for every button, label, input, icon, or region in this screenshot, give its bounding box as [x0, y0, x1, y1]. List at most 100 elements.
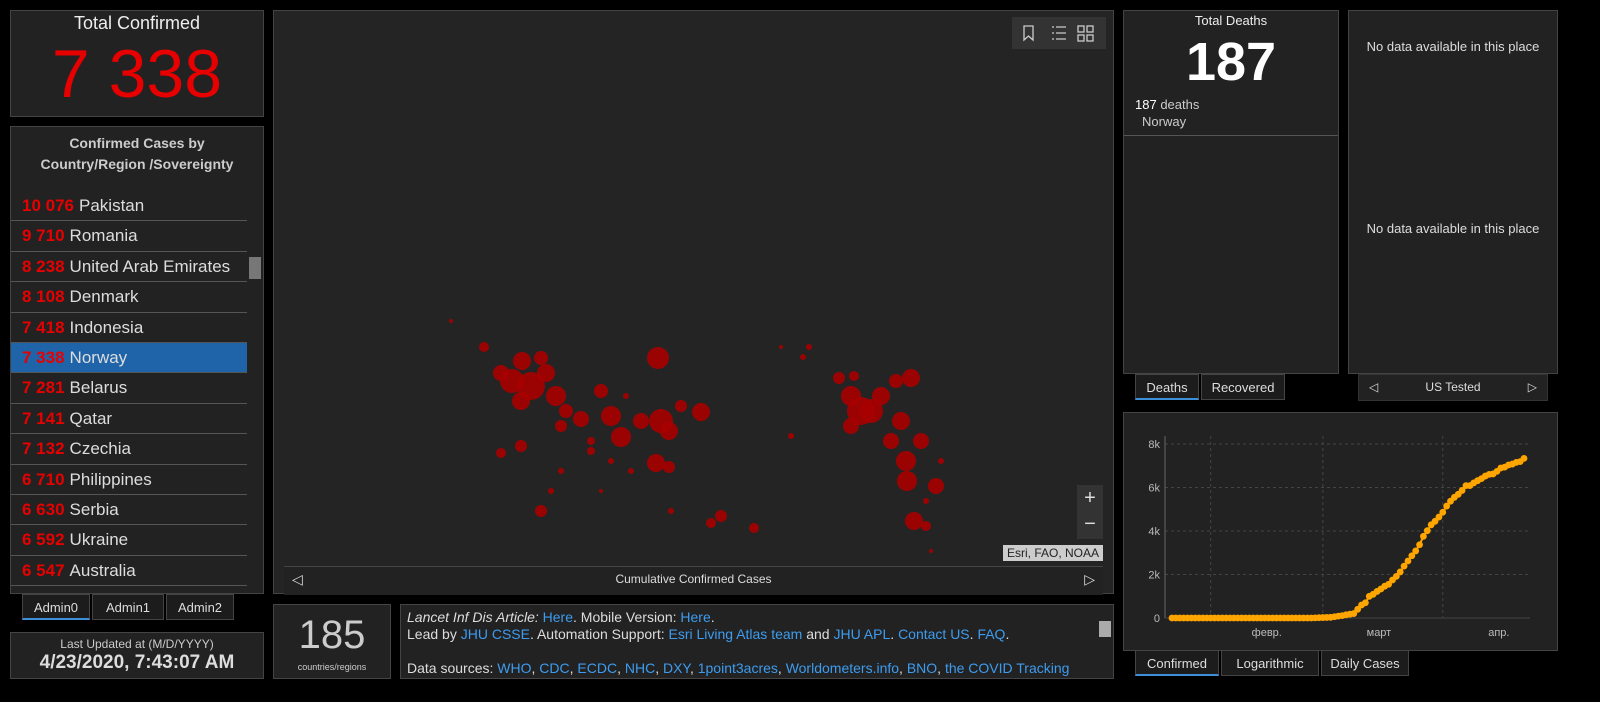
country-row[interactable]: 6 547 Australia [11, 556, 247, 587]
map[interactable] [274, 11, 1114, 594]
country-row[interactable]: 7 418 Indonesia [11, 313, 247, 343]
info-line: Data sources: WHO, CDC, ECDC, NHC, DXY, … [407, 660, 1093, 677]
link[interactable]: JHU CSSE [460, 626, 530, 642]
link[interactable]: ECDC [577, 660, 618, 676]
next-arrow[interactable]: ▷ [1084, 571, 1095, 587]
next-arrow[interactable]: ▷ [1527, 380, 1537, 394]
no-data-message: No data available in this place [1366, 221, 1540, 236]
divider [1124, 135, 1338, 136]
row-name: Ukraine [69, 530, 129, 550]
info-text: and [802, 626, 834, 642]
country-row[interactable]: 7 132 Czechia [11, 434, 247, 465]
info-text: Lead by [407, 626, 461, 642]
list-title: Confirmed Cases by Country/Region /Sover… [40, 135, 234, 172]
country-row[interactable]: 7 141 Qatar [11, 404, 247, 435]
row-count: 7 281 [22, 378, 65, 398]
map-caption: Cumulative Confirmed Cases [615, 572, 772, 586]
link[interactable]: DXY [662, 660, 690, 676]
info-text: . Automation Support: [529, 626, 669, 642]
country-row[interactable]: 8 238 United Arab Emirates [11, 252, 247, 283]
tab[interactable]: Deaths [1135, 374, 1199, 400]
y-tick-label: 8k [1148, 439, 1160, 451]
y-tick-label: 4k [1148, 526, 1160, 538]
scrollbar[interactable] [249, 257, 261, 279]
updated-label: Last Updated at (M/D/YYYY) [60, 637, 214, 651]
country-list-panel: Confirmed Cases by Country/Region /Sover… [10, 126, 264, 594]
link[interactable]: Worldometers.info [785, 660, 900, 676]
map-panel: + − Esri, FAO, NOAA ◁ Cumulative Confirme… [273, 10, 1114, 595]
scrollbar[interactable] [1099, 621, 1111, 637]
row-count: 8 238 [22, 256, 65, 276]
info-text: Lancet Inf Dis [407, 609, 493, 625]
row-count: 7 141 [22, 408, 65, 428]
detail-value: 187 [1135, 97, 1157, 112]
data-point [1435, 513, 1443, 521]
row-name: Indonesia [69, 317, 144, 337]
country-row[interactable]: 7 338 Norway [11, 342, 247, 374]
zoom-controls[interactable]: + − [1077, 485, 1103, 539]
country-row[interactable]: 6 592 Ukraine [11, 525, 247, 556]
y-tick-label: 0 [1154, 613, 1160, 625]
link[interactable]: BNO [906, 660, 938, 676]
info-text: Lancet Inf Dis Article: Here. Mobile Ver… [407, 609, 1093, 677]
toolbar-icons[interactable] [1012, 17, 1106, 49]
row-name: Qatar [69, 408, 113, 428]
link[interactable]: JHU APL [833, 626, 891, 642]
link[interactable]: Esri Living Atlas team [668, 626, 803, 642]
tab[interactable]: Logarithmic [1221, 650, 1319, 676]
info-panel: Lancet Inf Dis Article: Here. Mobile Ver… [400, 604, 1114, 679]
x-tick-label: февр. [1252, 627, 1282, 639]
tab[interactable]: Recovered [1201, 374, 1285, 400]
info-text: , [899, 660, 907, 676]
detail-unit: deaths [1160, 97, 1200, 112]
tested-nav-label: US Tested [1425, 380, 1481, 394]
info-text: , [655, 660, 663, 676]
country-row[interactable]: 9 710 Romania [11, 221, 247, 252]
updated-value: 4/23/2020, 7:43:07 AM [39, 652, 235, 673]
tab[interactable]: Admin2 [166, 594, 234, 620]
link[interactable]: 1point3acres [697, 660, 778, 676]
row-name: Norway [69, 347, 128, 367]
link[interactable]: Here [542, 609, 574, 625]
chart-panel: 0 2k 4k 6k 8k февр. март апр. [1123, 412, 1558, 651]
info-text: . [1005, 626, 1010, 642]
data-point [1439, 508, 1447, 516]
country-row[interactable]: 7 281 Belarus [11, 373, 247, 404]
country-row[interactable]: 6 710 Philippines [11, 465, 247, 495]
country-row[interactable]: 8 108 Denmark [11, 282, 247, 313]
prev-arrow[interactable]: ◁ [292, 571, 303, 587]
country-row[interactable]: 10 076 Pakistan [11, 191, 247, 222]
deaths-value: 187 [1185, 32, 1277, 92]
info-text: Article: [492, 609, 543, 625]
data-point [1396, 568, 1404, 576]
deaths-tabs: Deaths Recovered [1135, 374, 1295, 400]
row-name: Philippines [69, 469, 152, 489]
prev-arrow[interactable]: ◁ [1369, 380, 1379, 394]
map-circles [449, 319, 944, 553]
row-name: Pakistan [79, 196, 145, 215]
link[interactable]: NHC [624, 660, 656, 676]
link[interactable]: WHO [497, 660, 532, 676]
link[interactable]: Here [680, 609, 711, 625]
data-point [1392, 572, 1400, 580]
confirmed-title: Total Confirmed [73, 13, 201, 33]
link[interactable]: CDC [539, 660, 570, 676]
row-count: 7 338 [22, 347, 65, 367]
link[interactable]: FAQ [977, 626, 1006, 642]
chart-tabs: Confirmed Logarithmic Daily Cases [1135, 650, 1415, 676]
info-line: Lead by JHU CSSE. Automation Support: Es… [407, 626, 1093, 643]
link[interactable]: Contact US [898, 626, 970, 642]
data-point [1416, 541, 1423, 549]
tab[interactable]: Admin0 [22, 594, 90, 620]
link[interactable]: the COVID Tracking [944, 660, 1070, 676]
tab[interactable]: Confirmed [1135, 650, 1219, 676]
row-name: Romania [69, 226, 138, 246]
row-name: Czechia [69, 439, 131, 459]
info-text: , [569, 660, 578, 676]
row-count: 7 132 [22, 439, 65, 459]
country-row[interactable]: 6 630 Serbia [11, 495, 247, 526]
tab[interactable]: Admin1 [92, 594, 164, 620]
tab[interactable]: Daily Cases [1321, 650, 1409, 676]
y-tick-label: 2k [1148, 570, 1160, 582]
info-line: Lancet Inf Dis Article: Here. Mobile Ver… [407, 609, 1093, 626]
